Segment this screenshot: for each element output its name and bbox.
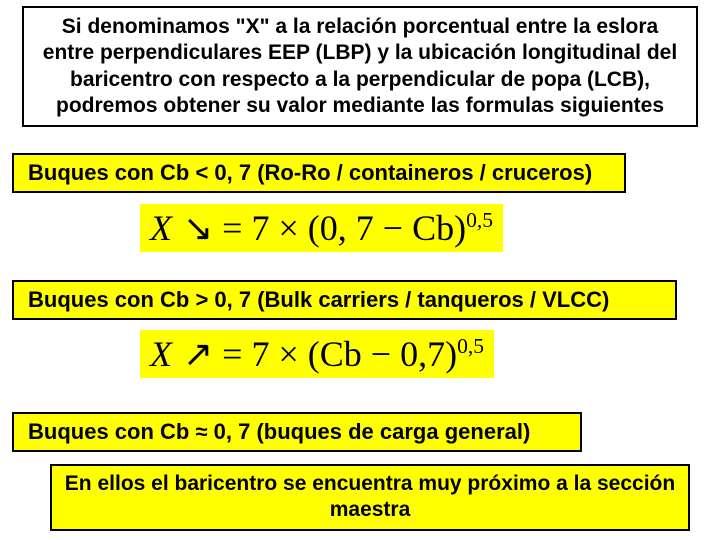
rule2-text: Buques con Cb > 0, 7 (Bulk carriers / ta… — [28, 287, 609, 312]
rule-box-cb-approx-07: Buques con Cb ≈ 0, 7 (buques de carga ge… — [12, 412, 582, 452]
formula2-op: = 7 × — [222, 334, 299, 374]
conclusion-text: En ellos el baricentro se encuentra muy … — [65, 472, 675, 521]
formula1-lhs: X — [150, 208, 172, 248]
formula-cb-gt-07: X ↗ = 7 × (Cb − 0,7)0,5 — [140, 330, 494, 378]
intro-text: Si denominamos "X" a la relación porcent… — [43, 15, 677, 117]
arrow-down-icon: ↘ — [183, 208, 213, 248]
rule3-prefix: Buques con Cb — [28, 419, 195, 444]
conclusion-box: En ellos el baricentro se encuentra muy … — [50, 464, 690, 531]
approx-icon: ≈ — [195, 419, 207, 444]
arrow-up-icon: ↗ — [183, 334, 213, 374]
formula2-exp: 0,5 — [457, 334, 484, 358]
formula1-group: (0, 7 − Cb) — [308, 208, 466, 248]
formula1-exp: 0,5 — [466, 208, 493, 232]
formula2-lhs: X — [150, 334, 172, 374]
rule1-text: Buques con Cb < 0, 7 (Ro-Ro / containero… — [28, 160, 592, 185]
formula1-op: = 7 × — [222, 208, 299, 248]
rule3-suffix: 0, 7 (buques de carga general) — [208, 419, 531, 444]
intro-box: Si denominamos "X" a la relación porcent… — [22, 6, 698, 127]
formula2-group: (Cb − 0,7) — [308, 334, 457, 374]
rule-box-cb-lt-07: Buques con Cb < 0, 7 (Ro-Ro / containero… — [12, 153, 626, 193]
formula-cb-lt-07: X ↘ = 7 × (0, 7 − Cb)0,5 — [140, 204, 503, 252]
rule-box-cb-gt-07: Buques con Cb > 0, 7 (Bulk carriers / ta… — [12, 280, 677, 320]
